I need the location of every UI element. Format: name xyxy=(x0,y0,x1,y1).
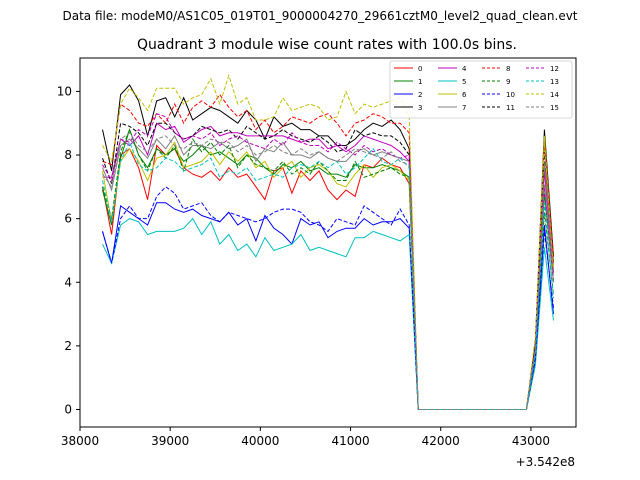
x-tick-label: 41000 xyxy=(331,434,369,448)
legend-label-5: 5 xyxy=(462,78,466,86)
legend-label-11: 11 xyxy=(506,104,515,112)
x-tick-label: 39000 xyxy=(151,434,189,448)
legend-label-15: 15 xyxy=(550,104,559,112)
x-tick-label: 38000 xyxy=(61,434,99,448)
y-tick-label: 8 xyxy=(64,148,72,162)
series-line-5 xyxy=(102,217,554,410)
legend-label-1: 1 xyxy=(418,78,422,86)
series-line-6 xyxy=(102,135,554,410)
legend-label-12: 12 xyxy=(550,65,559,73)
legend-label-3: 3 xyxy=(418,104,422,112)
series-line-0 xyxy=(102,144,554,410)
series-line-7 xyxy=(102,134,554,410)
legend-label-6: 6 xyxy=(462,91,467,99)
legend-label-7: 7 xyxy=(462,104,466,112)
plot-area xyxy=(102,73,554,410)
legend-label-0: 0 xyxy=(418,65,422,73)
y-tick-label: 10 xyxy=(57,84,72,98)
series-line-4 xyxy=(102,122,554,410)
y-axis: 0 2 4 6 8 10 xyxy=(57,84,80,417)
series-line-10 xyxy=(102,186,554,410)
legend-label-8: 8 xyxy=(506,65,510,73)
y-tick-label: 0 xyxy=(64,403,72,417)
figure-suptitle: Data file: modeM0/AS1C05_019T01_90000042… xyxy=(62,9,577,23)
x-axis-offset-label: +3.542e8 xyxy=(516,455,575,469)
series-line-11 xyxy=(102,122,554,410)
series-line-2 xyxy=(102,202,554,410)
y-tick-label: 2 xyxy=(64,339,72,353)
y-tick-label: 6 xyxy=(64,212,72,226)
x-axis: 38000 39000 40000 41000 42000 43000 xyxy=(61,427,550,448)
legend-label-10: 10 xyxy=(506,91,515,99)
series-line-3 xyxy=(102,84,554,410)
legend-label-2: 2 xyxy=(418,91,422,99)
chart-title: Quadrant 3 module wise count rates with … xyxy=(137,37,517,53)
legend-label-9: 9 xyxy=(506,78,510,86)
x-tick-label: 43000 xyxy=(512,434,550,448)
legend-label-13: 13 xyxy=(550,78,559,86)
legend-label-14: 14 xyxy=(550,91,559,99)
series-line-8 xyxy=(102,93,554,410)
x-tick-label: 42000 xyxy=(422,434,460,448)
legend-box xyxy=(389,60,573,119)
plot-frame xyxy=(79,57,577,428)
x-tick-label: 40000 xyxy=(241,434,279,448)
legend-label-4: 4 xyxy=(462,65,467,73)
series-line-13 xyxy=(102,141,554,410)
series-line-15 xyxy=(102,132,554,410)
y-tick-label: 4 xyxy=(64,275,72,289)
series-line-14 xyxy=(102,73,554,410)
